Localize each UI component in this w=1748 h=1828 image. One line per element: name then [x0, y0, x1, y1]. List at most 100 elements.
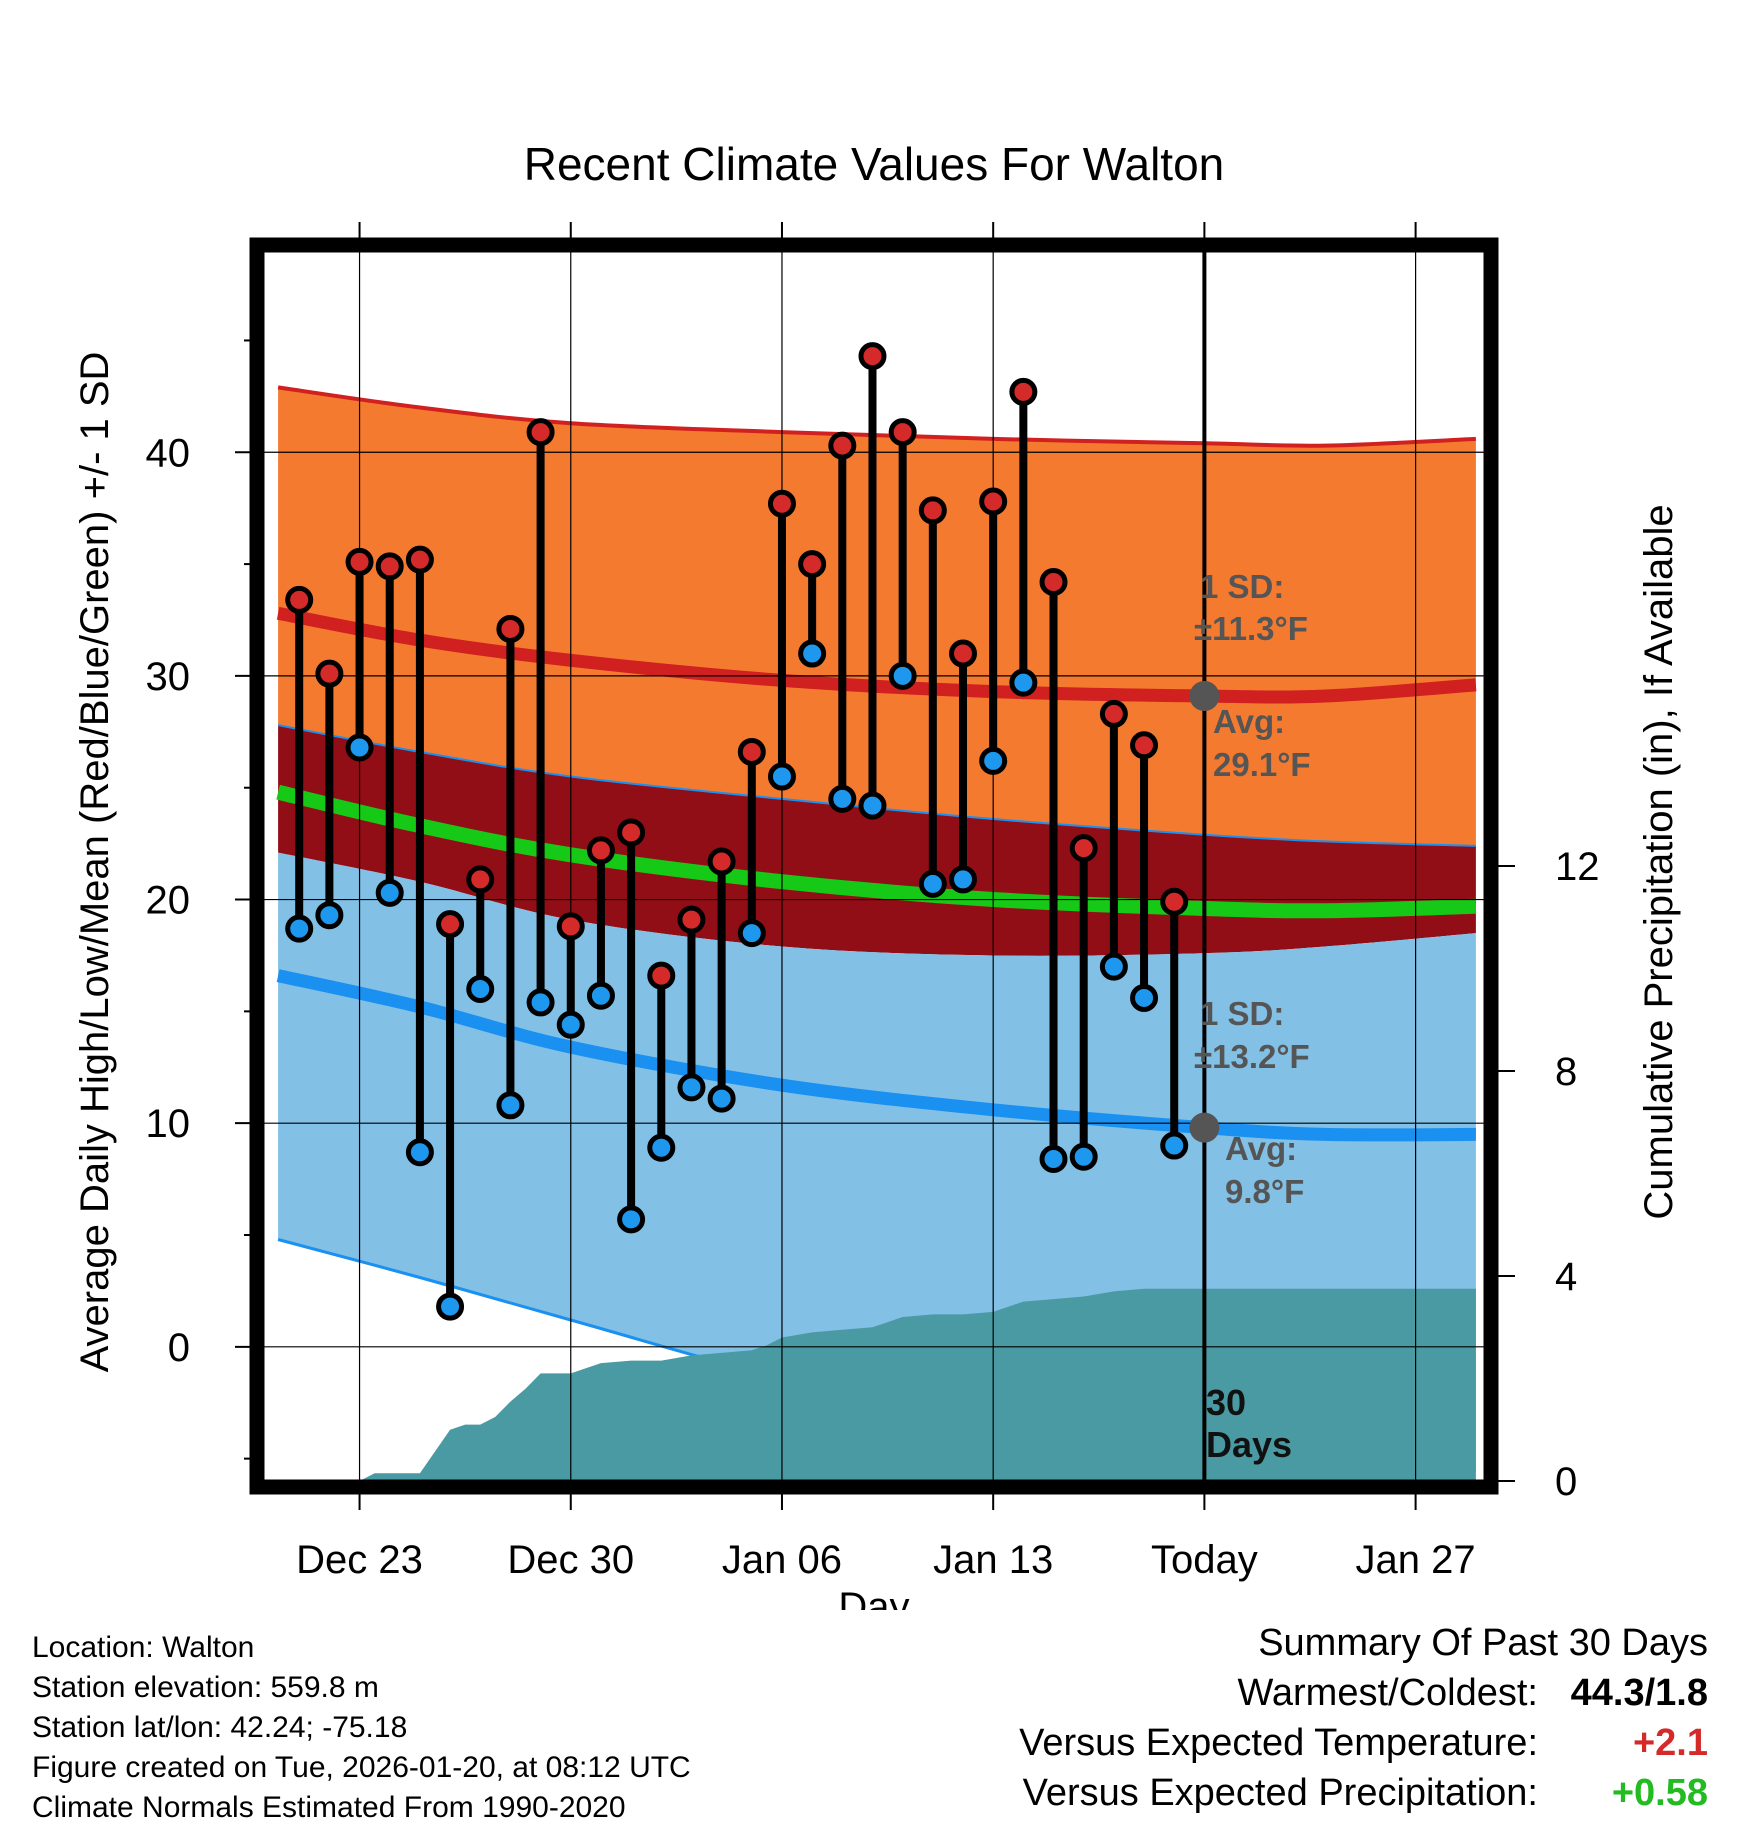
- y2-axis-label: Cumulative Precipitation (in), If Availa…: [1637, 504, 1681, 1219]
- low-point: [737, 919, 766, 948]
- location-text: Location: Walton: [32, 1631, 255, 1664]
- high-point: [466, 865, 495, 894]
- y-tick-label: 20: [146, 879, 191, 923]
- high-point: [828, 431, 857, 460]
- low-point: [1039, 1144, 1068, 1173]
- days-count: 30: [1206, 1382, 1246, 1423]
- precip-departure-value: +0.58: [1611, 1772, 1708, 1814]
- high-point: [677, 905, 706, 934]
- high-point: [315, 659, 344, 688]
- high-point: [1130, 731, 1159, 760]
- temp-departure-row: Versus Expected Temperature: +2.1: [1019, 1718, 1708, 1768]
- high-point: [526, 418, 555, 447]
- y2-tick-label: 8: [1555, 1050, 1577, 1094]
- high-point: [496, 614, 525, 643]
- high-point: [949, 639, 978, 668]
- chart-title: Recent Climate Values For Walton: [524, 138, 1225, 190]
- low-point: [315, 901, 344, 930]
- low-point: [345, 733, 374, 762]
- elevation-text: Station elevation: 559.8 m: [32, 1671, 379, 1704]
- x-tick-label: Today: [1151, 1538, 1258, 1582]
- x-tick-label: Jan 06: [722, 1538, 842, 1582]
- low-point: [828, 784, 857, 813]
- created-text: Figure created on Tue, 2026-01-20, at 08…: [32, 1751, 691, 1784]
- y2-tick-label: 0: [1555, 1460, 1577, 1504]
- low-point: [1009, 668, 1038, 697]
- low-point: [1160, 1131, 1189, 1160]
- low-point: [466, 975, 495, 1003]
- y-tick-label: 40: [146, 431, 191, 475]
- observations: [285, 342, 1189, 1321]
- high-point: [1039, 567, 1068, 596]
- annotations: 1 SD: ±11.3°F Avg: 29.1°F 1 SD: ±13.2°F Avg: 9.…: [1189, 568, 1311, 1465]
- y-axis-label: Average Daily High/Low/Mean (Red/Blue/Gr…: [73, 352, 117, 1373]
- low-point: [888, 661, 917, 690]
- precip-departure-row: Versus Expected Precipitation: +0.58: [1019, 1768, 1708, 1818]
- temp-departure-value: +2.1: [1632, 1722, 1708, 1764]
- low-point: [949, 865, 978, 894]
- low-point: [647, 1133, 676, 1162]
- low-point: [1099, 952, 1128, 981]
- today-high-avg-marker: [1189, 681, 1220, 712]
- station-info: Location: Walton Station elevation: 559.…: [32, 1628, 691, 1828]
- low-point: [767, 762, 796, 791]
- high-point: [345, 547, 374, 576]
- high-point: [979, 487, 1008, 516]
- x-tick-label: Dec 23: [296, 1538, 423, 1582]
- high-point: [918, 496, 947, 525]
- summary-panel: Summary Of Past 30 Days Warmest/Coldest:…: [1019, 1618, 1708, 1818]
- y-tick-label: 0: [168, 1326, 190, 1370]
- low-point: [979, 746, 1008, 775]
- low-avg-line: [276, 969, 1476, 1142]
- warmest-coldest-row: Warmest/Coldest: 44.3/1.8: [1019, 1668, 1708, 1718]
- high-point: [888, 418, 917, 447]
- low-avg-value: 9.8°F: [1225, 1173, 1304, 1210]
- high-point: [285, 585, 314, 614]
- axes: 0 10 20 30 40 0 4 8 12 Dec 23 Dec 30 Jan 06 Jan 13 To…: [146, 222, 1600, 1582]
- mean-avg-line: [276, 784, 1477, 919]
- days-label: Days: [1206, 1424, 1292, 1465]
- high-point: [647, 961, 676, 990]
- temp-departure-label: Versus Expected Temperature:: [1019, 1722, 1538, 1764]
- low-point: [436, 1292, 465, 1321]
- high-sd-label: 1 SD:: [1200, 568, 1284, 605]
- y-tick-label: 30: [146, 655, 191, 699]
- climate-chart: Recent Climate Values For Walton 1 SD: ±1…: [73, 138, 1681, 1610]
- low-point: [496, 1091, 525, 1120]
- low-point: [617, 1205, 646, 1234]
- x-tick-label: Dec 30: [507, 1538, 634, 1582]
- normals-text: Climate Normals Estimated From 1990-2020: [32, 1791, 626, 1824]
- low-point: [677, 1073, 706, 1102]
- high-point: [617, 818, 646, 847]
- x-tick-label: Jan 13: [933, 1538, 1053, 1582]
- high-point: [1099, 699, 1128, 728]
- high-point: [737, 737, 766, 766]
- y2-tick-label: 12: [1555, 845, 1600, 889]
- low-point: [285, 914, 314, 943]
- high-sd-upper-line: [277, 385, 1476, 448]
- low-point: [1130, 983, 1159, 1012]
- low-point: [858, 791, 887, 820]
- warmest-coldest-label: Warmest/Coldest:: [1237, 1672, 1538, 1714]
- high-point: [556, 912, 585, 941]
- low-point: [798, 639, 827, 668]
- low-point: [405, 1138, 434, 1167]
- summary-title: Summary Of Past 30 Days: [1258, 1622, 1708, 1664]
- high-avg-value: 29.1°F: [1213, 746, 1311, 783]
- latlon-text: Station lat/lon: 42.24; -75.18: [32, 1711, 408, 1744]
- high-point: [1009, 377, 1038, 406]
- low-point: [1069, 1142, 1098, 1171]
- precip-area: [359, 1288, 1476, 1481]
- low-point: [556, 1010, 585, 1039]
- today-low-avg-marker: [1189, 1112, 1220, 1143]
- high-point: [375, 552, 404, 581]
- low-point: [707, 1084, 736, 1113]
- high-point: [1160, 887, 1189, 916]
- precip-departure-label: Versus Expected Precipitation:: [1022, 1772, 1538, 1814]
- low-point: [526, 988, 555, 1017]
- low-point: [586, 981, 615, 1010]
- high-sd-value: ±11.3°F: [1194, 610, 1308, 647]
- high-point: [858, 342, 887, 371]
- x-axis-label: Day: [838, 1585, 909, 1610]
- high-point: [1069, 834, 1098, 863]
